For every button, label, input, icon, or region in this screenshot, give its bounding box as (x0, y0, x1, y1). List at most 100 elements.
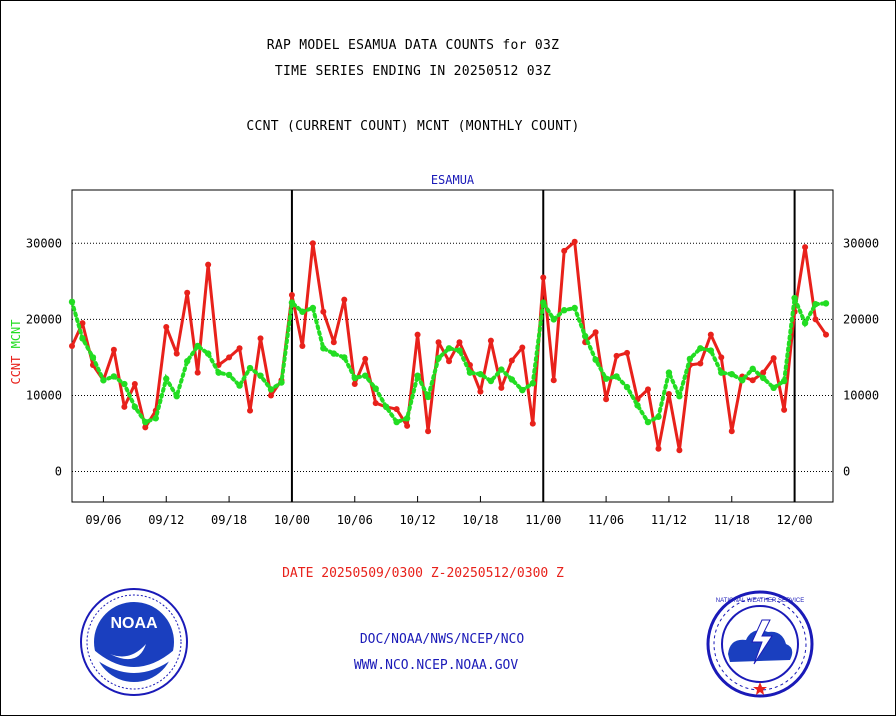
data-point-mcnt (602, 375, 610, 382)
data-point-ccnt (823, 331, 830, 338)
data-point-mcnt (529, 380, 536, 387)
data-point-mcnt (341, 354, 348, 361)
data-point-mcnt (780, 377, 788, 385)
data-point-mcnt (299, 308, 306, 315)
data-point-ccnt (508, 357, 515, 364)
website-link[interactable]: WWW.NCO.NCEP.NOAA.GOV (353, 658, 519, 673)
data-point-ccnt (456, 339, 463, 346)
data-point-mcnt (89, 354, 97, 361)
data-point-ccnt (309, 240, 316, 247)
x-tick-label: 11/06 (588, 513, 624, 527)
data-point-ccnt (341, 296, 348, 303)
data-point-ccnt (205, 261, 212, 268)
data-point-mcnt (194, 342, 201, 350)
data-point-ccnt (665, 390, 672, 397)
data-point-mcnt (445, 345, 453, 352)
data-point-mcnt (215, 369, 222, 376)
data-point-mcnt (822, 300, 830, 307)
data-point-ccnt (519, 344, 526, 351)
data-point-mcnt (142, 418, 149, 426)
data-point-ccnt (393, 406, 400, 413)
data-point-ccnt (529, 420, 536, 427)
data-point-mcnt (707, 347, 715, 354)
y-tick-label-left: 0 (55, 465, 62, 479)
nws-logo-label: NATIONAL WEATHER SERVICE (716, 598, 804, 604)
data-point-mcnt (204, 350, 212, 357)
data-point-mcnt (498, 366, 505, 373)
data-point-mcnt (163, 375, 170, 382)
chart-title-line-1: RAP MODEL ESAMUA DATA COUNTS for 03Z (266, 38, 560, 53)
data-point-mcnt (686, 355, 694, 363)
y-tick-label-left: 20000 (26, 312, 62, 326)
data-point-mcnt (634, 402, 641, 409)
y-axis-label: CCNT MCNT (9, 319, 23, 384)
org-path-label: DOC/NOAA/NWS/NCEP/NCO (359, 632, 525, 647)
x-tick-label: 09/12 (148, 513, 184, 527)
data-point-ccnt (142, 424, 149, 431)
data-point-mcnt (110, 373, 118, 380)
y-tick-label-left: 10000 (26, 388, 62, 402)
data-point-mcnt (351, 374, 358, 382)
data-point-ccnt (288, 292, 295, 299)
data-point-mcnt (414, 372, 421, 379)
axis-title: ESAMUA (431, 173, 475, 187)
data-point-ccnt (550, 377, 557, 384)
data-point-mcnt (393, 418, 400, 426)
y-tick-label-right: 10000 (843, 388, 879, 402)
data-point-mcnt (759, 374, 767, 382)
date-range-label: DATE 20250509/0300 Z-20250512/0300 Z (282, 566, 564, 581)
data-point-ccnt (749, 377, 756, 384)
data-point-mcnt (550, 316, 557, 323)
data-point-ccnt (351, 381, 358, 388)
data-point-mcnt (676, 393, 683, 400)
data-point-mcnt (267, 386, 275, 393)
x-tick-label: 09/06 (85, 513, 121, 527)
data-point-mcnt (561, 307, 568, 314)
x-tick-label: 11/18 (714, 513, 750, 527)
data-point-ccnt (760, 369, 767, 376)
data-point-mcnt (697, 345, 704, 352)
data-point-ccnt (728, 428, 735, 435)
data-point-mcnt (581, 332, 589, 340)
data-point-mcnt (362, 372, 369, 379)
data-point-ccnt (603, 396, 610, 403)
data-point-ccnt (446, 358, 453, 365)
data-point-mcnt (372, 385, 379, 392)
data-point-ccnt (802, 244, 809, 251)
data-point-mcnt (309, 304, 317, 312)
x-tick-label: 10/12 (400, 513, 436, 527)
data-point-mcnt (477, 370, 484, 378)
data-point-mcnt (246, 364, 254, 372)
data-point-mcnt (100, 377, 107, 384)
data-point-mcnt (278, 379, 285, 386)
data-point-ccnt (592, 329, 599, 336)
data-point-mcnt (571, 304, 578, 312)
data-point-ccnt (121, 403, 128, 410)
data-point-mcnt (131, 403, 139, 411)
data-point-mcnt (801, 319, 809, 327)
data-point-mcnt (508, 376, 516, 383)
data-point-mcnt (655, 413, 662, 420)
data-point-mcnt (466, 369, 474, 376)
data-point-ccnt (330, 339, 337, 346)
data-point-ccnt (425, 428, 432, 435)
data-point-mcnt (121, 380, 128, 388)
data-point-mcnt (183, 358, 191, 365)
y-tick-label-right: 0 (843, 465, 850, 479)
x-tick-label: 09/18 (211, 513, 247, 527)
data-point-mcnt (382, 403, 390, 411)
y-tick-label-left: 30000 (26, 236, 62, 250)
noaa-logo-label: NOAA (110, 615, 158, 632)
data-point-mcnt (749, 365, 756, 373)
x-tick-label: 12/00 (777, 513, 813, 527)
data-point-ccnt (226, 354, 233, 361)
data-point-ccnt (540, 274, 547, 281)
data-point-ccnt (613, 352, 620, 359)
noaa-logo: NOAA (80, 588, 188, 696)
nws-logo: NATIONAL WEATHER SERVICE (706, 590, 814, 698)
data-point-mcnt (791, 294, 798, 302)
data-point-mcnt (613, 373, 620, 380)
y-tick-label-right: 30000 (843, 236, 879, 250)
data-point-ccnt (781, 406, 788, 413)
